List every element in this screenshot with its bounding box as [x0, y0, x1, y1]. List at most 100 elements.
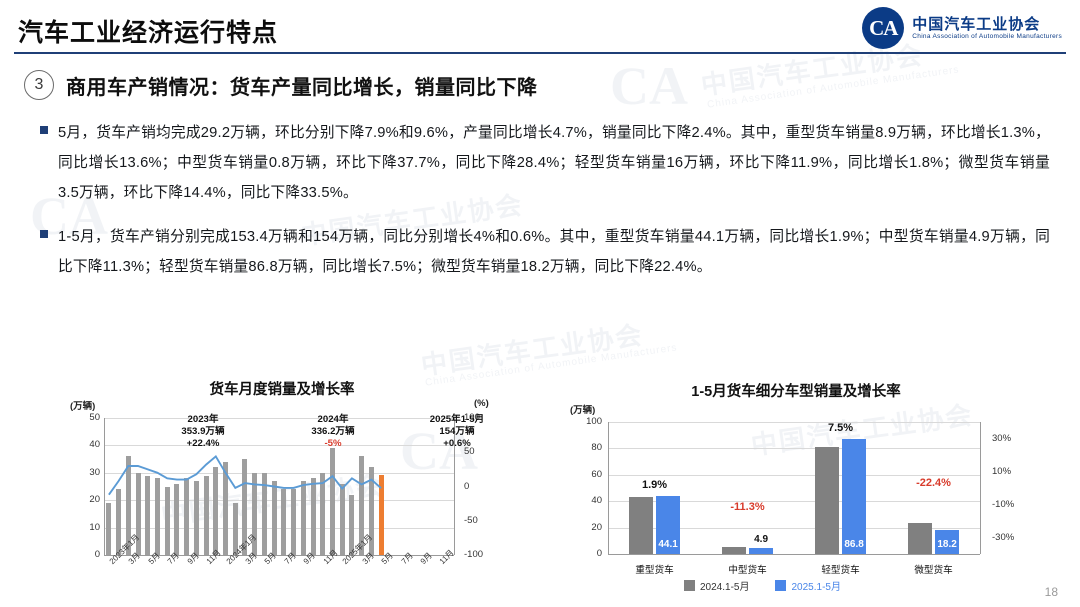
gridline: [608, 422, 980, 423]
y-axis-right-tick: 30%: [992, 432, 1012, 444]
chart-annotation: 2024年 336.2万辆 -5%: [311, 414, 355, 449]
bullet-text: 5月，货车产销均完成29.2万辆，环比分别下降7.9%和9.6%，产量同比增长4…: [58, 125, 1050, 201]
bar-value-label: 86.8: [844, 539, 864, 550]
y-axis-right-tick: -30%: [992, 531, 1015, 543]
bar-value-label: 18.2: [937, 539, 957, 550]
y-axis-right-tick: 0: [464, 480, 470, 492]
x-axis-line: [608, 554, 980, 555]
list-item: 1-5月，货车产销分别完成153.4万辆和154万辆，同比分别增长4%和0.6%…: [40, 222, 1050, 282]
y-axis-left-tick: 0: [596, 548, 602, 559]
bar: [907, 522, 932, 554]
y-axis-left-tick: 20: [591, 521, 602, 533]
bar: [349, 494, 355, 555]
bar: [656, 495, 681, 554]
bullet-text: 1-5月，货车产销分别完成153.4万辆和154万辆，同比分别增长4%和0.6%…: [58, 229, 1050, 275]
y-axis-right-tick: 50: [464, 446, 475, 458]
bar: [281, 489, 287, 555]
bar: [164, 486, 170, 555]
y-axis-left-tick: 80: [591, 442, 602, 454]
y-axis-left-tick: 60: [591, 468, 602, 480]
bar: [628, 496, 653, 554]
chart-monthly-truck-sales: 货车月度销量及增长率 (万辆) (%) 50 40 30 20 10 0 100 50 0 -50…: [62, 378, 532, 593]
bar: [223, 461, 229, 555]
bar: [378, 475, 384, 555]
bar: [935, 529, 960, 554]
bar: [193, 481, 199, 555]
watermark-text: 中国汽车工业协会: [419, 319, 646, 381]
x-axis-category-label: 中型货车: [728, 565, 767, 576]
y-axis-left-unit: (万辆): [570, 405, 596, 416]
y-axis-right-unit: (%): [474, 398, 489, 409]
gridline: [104, 445, 454, 447]
bar: [329, 448, 335, 555]
bar: [310, 478, 316, 555]
bar: [184, 478, 190, 555]
y-axis-left-tick: 0: [94, 549, 100, 560]
growth-rate-label: 7.5%: [827, 422, 854, 435]
bar: [252, 472, 258, 555]
bar: [203, 475, 209, 555]
y-axis-left-tick: 40: [89, 439, 100, 451]
legend-label: 2025.1-5月: [791, 582, 841, 593]
page-number: 18: [1044, 585, 1058, 599]
y-axis-left-tick: 30: [89, 466, 100, 478]
growth-rate-line: [108, 454, 382, 496]
x-axis-category-label: 轻型货车: [821, 565, 860, 576]
watermark-logo: CA: [610, 56, 688, 116]
axis-line: [454, 418, 455, 555]
y-axis-left-tick: 20: [89, 494, 100, 506]
y-axis-left-tick: 40: [591, 495, 602, 507]
legend-item: 2025.1-5月: [775, 578, 841, 593]
bullet-square-icon: [40, 126, 48, 134]
gridline: [608, 474, 980, 476]
x-axis-category-label: 微型货车: [914, 565, 953, 576]
y-axis-right-tick: -100: [464, 549, 484, 560]
bar: [174, 483, 180, 555]
chart-title: 1-5月货车细分车型销量及增长率: [691, 384, 901, 400]
bar: [261, 472, 267, 555]
bar: [125, 456, 131, 555]
chart-annotation: 2023年 353.9万辆 +22.4%: [181, 414, 225, 449]
y-axis-left-tick: 10: [89, 521, 100, 533]
gridline: [608, 527, 980, 529]
bar: [135, 472, 141, 555]
y-axis-right-tick: -10%: [992, 498, 1015, 510]
bar: [749, 547, 774, 554]
bar-value-label: 44.1: [658, 539, 678, 550]
growth-rate-label: -11.3%: [730, 500, 765, 513]
axis-line: [980, 422, 981, 554]
logo-name-en: China Association of Automobile Manufact…: [912, 33, 1062, 41]
bar: [721, 546, 746, 554]
gridline: [104, 500, 454, 502]
bar: [154, 478, 160, 555]
bar: [320, 472, 326, 555]
header-divider: [14, 52, 1066, 54]
chart-title: 货车月度销量及增长率: [209, 382, 355, 398]
watermark-text-en: China Association of Automobile Manufact…: [706, 64, 961, 111]
y-axis-left-unit: (万辆): [70, 401, 96, 412]
bar: [213, 467, 219, 555]
bar: [271, 481, 277, 555]
list-item: 5月，货车产销均完成29.2万辆，环比分别下降7.9%和9.6%，产量同比增长4…: [40, 118, 1050, 208]
bar: [116, 489, 122, 555]
bullet-list: 5月，货车产销均完成29.2万辆，环比分别下降7.9%和9.6%，产量同比增长4…: [40, 118, 1050, 296]
y-axis-left-tick: 100: [586, 416, 602, 427]
bar: [242, 459, 248, 555]
bar: [300, 481, 306, 555]
gridline: [104, 418, 454, 419]
gridline: [104, 527, 454, 529]
bar: [359, 456, 365, 555]
plot-area: 100 80 60 40 20 0 30% 10% -10% -30% 44.1 1.9% 重型货车 4.…: [586, 416, 1014, 576]
bar: [106, 502, 112, 555]
bar: [814, 447, 839, 554]
bar-value-label: 4.9: [754, 533, 769, 545]
logo-name-cn: 中国汽车工业协会: [912, 15, 1041, 33]
chart-truck-segment-sales: 1-5月货车细分车型销量及增长率 (万辆) 100 80 60 40 20 0 30% 10%…: [556, 378, 1056, 593]
bar: [232, 502, 238, 555]
section-number-badge: 3: [24, 70, 54, 100]
legend-swatch: [775, 580, 787, 591]
chart-legend: 2024.1-5月 2025.1-5月: [684, 578, 841, 593]
y-axis-right-tick: -50: [464, 514, 478, 526]
growth-rate-label: 1.9%: [641, 478, 668, 491]
section-title: 商用车产销情况：货车产量同比增长，销量同比下降: [66, 76, 538, 99]
